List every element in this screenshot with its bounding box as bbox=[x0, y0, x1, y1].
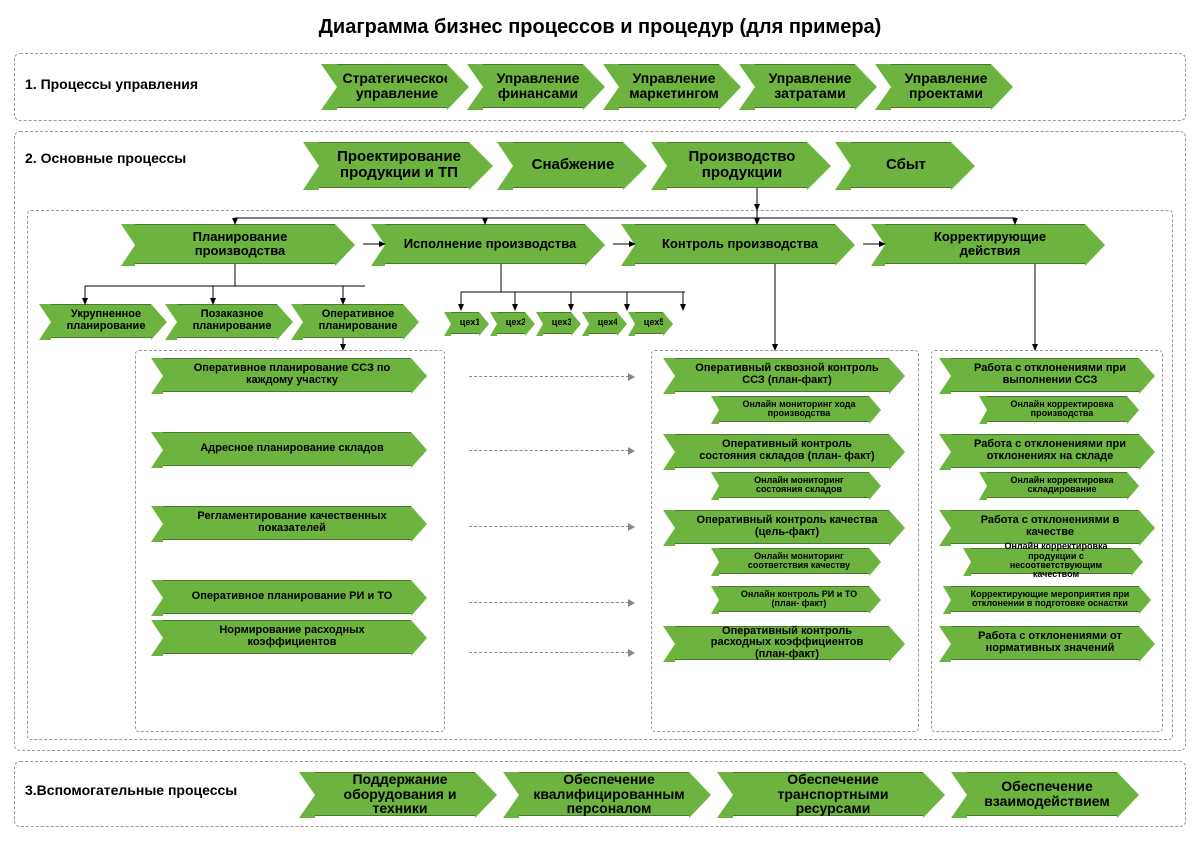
ctrl-r4s: Онлайн контроль РИ и ТО (план- факт) bbox=[719, 586, 869, 612]
section-3-label: 3.Вспомогательные процессы bbox=[25, 782, 237, 798]
cor-r1s: Онлайн корректировка производства bbox=[987, 396, 1127, 422]
cor-r3s: Онлайн корректировка продукции с несоотв… bbox=[971, 548, 1131, 574]
sup-transport: Обеспечение транспортными ресурсами bbox=[733, 772, 923, 816]
section-1-label: 1. Процессы управления bbox=[25, 76, 198, 92]
section-core: 2. Основные процессы Проектирование прод… bbox=[14, 131, 1186, 751]
plan-r4: Оперативное планирование РИ и ТО bbox=[163, 580, 411, 614]
ctrl-r2: Оперативный контроль состояния складов (… bbox=[675, 434, 889, 468]
sup-interaction: Обеспечение взаимодействием bbox=[967, 772, 1117, 816]
core-sales: Сбыт bbox=[851, 142, 951, 188]
proc-marketing: Управление маркетингом bbox=[619, 64, 719, 108]
core-supply: Снабжение bbox=[513, 142, 623, 188]
proc-costs: Управление затратами bbox=[755, 64, 855, 108]
proc-projects: Управление проектами bbox=[891, 64, 991, 108]
sup-personnel: Обеспечение квалифицированным персоналом bbox=[519, 772, 689, 816]
page-title: Диаграмма бизнес процессов и процедур (д… bbox=[14, 16, 1186, 39]
sup-equipment: Поддержание оборудования и техники bbox=[315, 772, 475, 816]
phase-planning: Планирование производства bbox=[135, 224, 335, 264]
proc-finance: Управление финансами bbox=[483, 64, 583, 108]
section-support: 3.Вспомогательные процессы Поддержание о… bbox=[14, 761, 1186, 827]
proc-strategic: Стратегическое управление bbox=[337, 64, 447, 108]
workshop-4: цех4 bbox=[589, 312, 617, 334]
plan-operative: Оперативное планирование bbox=[303, 304, 403, 338]
workshop-5: цех5 bbox=[635, 312, 663, 334]
cor-r1: Работа с отклонениями при выполнении ССЗ bbox=[951, 358, 1139, 392]
dash-arrow-2 bbox=[469, 450, 629, 451]
ctrl-r5: Оперативный контроль расходных коэффицие… bbox=[675, 626, 889, 660]
ctrl-r2s: Онлайн мониторинг состояния складов bbox=[719, 472, 869, 498]
plan-r5: Нормирование расходных коэффициентов bbox=[163, 620, 411, 654]
plan-r1: Оперативное планирование ССЗ по каждому … bbox=[163, 358, 411, 392]
cor-r3: Работа с отклонениями в качестве bbox=[951, 510, 1139, 544]
dash-arrow-3 bbox=[469, 526, 629, 527]
workshop-1: цех1 bbox=[451, 312, 479, 334]
phase-control: Контроль производства bbox=[635, 224, 835, 264]
plan-r3: Регламентирование качественных показател… bbox=[163, 506, 411, 540]
plan-order: Позаказное планирование bbox=[177, 304, 277, 338]
phase-correct: Корректирующие действия bbox=[885, 224, 1085, 264]
ctrl-r1s: Онлайн мониторинг хода производства bbox=[719, 396, 869, 422]
section-management: 1. Процессы управления Стратегическое уп… bbox=[14, 53, 1186, 121]
ctrl-r1: Оперативный сквозной контроль ССЗ (план-… bbox=[675, 358, 889, 392]
plan-aggregate: Укрупненное планирование bbox=[51, 304, 151, 338]
phase-execution: Исполнение производства bbox=[385, 224, 585, 264]
dash-arrow-5 bbox=[469, 652, 629, 653]
dash-arrow-4 bbox=[469, 602, 629, 603]
cor-r5: Работа с отклонениями от нормативных зна… bbox=[951, 626, 1139, 660]
section-2-label: 2. Основные процессы bbox=[25, 150, 186, 166]
ctrl-r3: Оперативный контроль качества (цель-факт… bbox=[675, 510, 889, 544]
core-design: Проектирование продукции и ТП bbox=[319, 142, 469, 188]
cor-r4s: Корректирующие мероприятия при отклонени… bbox=[951, 586, 1139, 612]
cor-r2: Работа с отклонениями при отклонениях на… bbox=[951, 434, 1139, 468]
dash-arrow-1 bbox=[469, 376, 629, 377]
core-production: Производство продукции bbox=[667, 142, 807, 188]
ctrl-r3s: Онлайн мониторинг соответствия качеству bbox=[719, 548, 869, 574]
workshop-2: цех2 bbox=[497, 312, 525, 334]
workshop-3: цех3 bbox=[543, 312, 571, 334]
cor-r2s: Онлайн корректировка складирование bbox=[987, 472, 1127, 498]
plan-r2: Адресное планирование складов bbox=[163, 432, 411, 466]
